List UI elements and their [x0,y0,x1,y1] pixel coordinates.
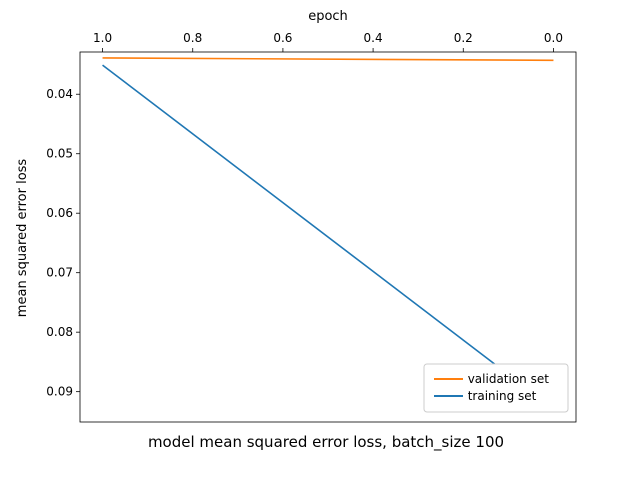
series-line-validation [102,57,554,62]
y-tick-label: 0.06 [46,206,73,220]
y-tick-label: 0.08 [46,325,73,339]
legend-label-training: training set [468,389,537,403]
y-tick-label: 0.04 [46,87,73,101]
y-tick-label: 0.07 [46,266,73,280]
y-tick-label: 0.09 [46,385,73,399]
x-axis-label: epoch [308,9,348,24]
y-tick-label: 0.05 [46,147,73,161]
x-tick-label: 0.2 [454,31,473,45]
y-axis-ticks: 0.04 0.05 0.06 0.07 0.08 0.09 [46,87,80,399]
x-axis-ticks: 0.0 0.2 0.4 0.6 0.8 1.0 [93,31,563,52]
legend: training set validation set [423,363,569,413]
x-tick-label: 0.6 [273,31,292,45]
y-axis-label: mean squared error loss [15,159,30,318]
x-tick-label: 0.4 [364,31,383,45]
legend-box [423,363,569,413]
series-lines [102,57,554,410]
x-tick-label: 1.0 [93,31,112,45]
x-tick-label: 0.0 [544,31,563,45]
legend-label-validation: validation set [468,372,550,386]
chart-title: model mean squared error loss, batch_siz… [148,433,504,452]
series-line-training [102,64,554,410]
x-tick-label: 0.8 [183,31,202,45]
plot-rotated-180: 0.00.20.40.60.81.0 0.040.050.060.070.080… [15,9,577,452]
